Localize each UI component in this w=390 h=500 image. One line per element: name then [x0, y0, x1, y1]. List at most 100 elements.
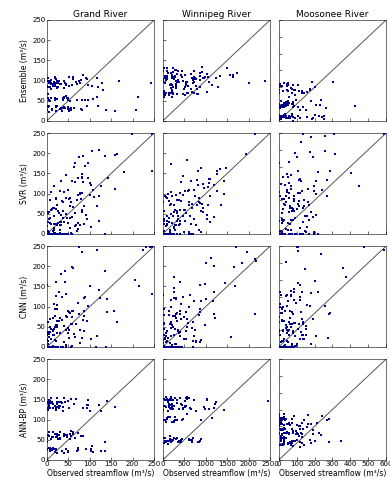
Point: [161, 343, 167, 351]
Point: [308, 114, 315, 122]
Point: [161, 220, 167, 228]
Point: [53, 343, 59, 351]
Point: [69, 203, 76, 211]
Point: [287, 202, 293, 210]
Point: [75, 445, 81, 453]
Point: [180, 172, 186, 179]
Point: [52, 82, 58, 90]
Point: [162, 434, 168, 442]
Point: [67, 224, 73, 232]
Point: [280, 230, 286, 238]
Point: [49, 343, 55, 351]
Point: [163, 418, 169, 426]
Point: [278, 310, 284, 318]
Point: [285, 219, 291, 227]
Point: [77, 222, 83, 230]
Point: [172, 343, 179, 351]
Point: [162, 230, 168, 238]
Point: [71, 330, 78, 338]
Point: [201, 184, 207, 192]
Y-axis label: SVR (m³/s): SVR (m³/s): [20, 163, 29, 204]
Point: [161, 80, 168, 88]
Point: [204, 395, 211, 403]
Point: [277, 415, 283, 423]
Point: [198, 208, 204, 216]
Point: [58, 177, 64, 185]
Point: [188, 230, 194, 238]
Point: [297, 443, 303, 451]
Point: [284, 86, 290, 94]
Point: [85, 82, 92, 90]
Point: [79, 208, 85, 216]
Point: [169, 418, 176, 426]
Point: [78, 194, 84, 202]
Point: [57, 226, 63, 234]
Point: [188, 220, 195, 228]
Point: [177, 206, 183, 214]
Point: [290, 429, 296, 437]
Point: [164, 220, 170, 228]
Point: [198, 436, 204, 444]
Point: [283, 98, 289, 106]
Point: [69, 177, 75, 185]
Point: [66, 82, 72, 90]
Point: [104, 308, 110, 316]
Point: [59, 407, 66, 415]
Point: [278, 442, 284, 450]
Point: [281, 424, 287, 432]
Point: [187, 291, 193, 299]
Point: [285, 82, 292, 90]
Point: [163, 89, 169, 97]
Point: [173, 82, 179, 90]
Point: [53, 195, 59, 203]
Point: [221, 190, 227, 198]
Point: [165, 407, 171, 415]
Point: [94, 202, 100, 210]
Point: [183, 394, 190, 402]
Point: [61, 448, 67, 456]
Point: [51, 224, 57, 232]
Point: [47, 343, 53, 351]
Point: [284, 343, 290, 351]
Point: [196, 226, 202, 234]
Point: [57, 343, 64, 351]
Point: [53, 338, 59, 345]
Point: [281, 216, 287, 224]
Point: [186, 394, 192, 402]
Point: [300, 230, 306, 238]
Point: [285, 79, 291, 87]
Point: [306, 230, 312, 238]
Point: [297, 114, 303, 122]
Point: [293, 96, 299, 104]
Point: [44, 94, 51, 102]
Point: [164, 68, 170, 76]
Point: [199, 68, 205, 76]
Point: [243, 150, 249, 158]
Point: [182, 402, 188, 410]
Point: [191, 78, 198, 86]
Point: [284, 114, 290, 122]
Point: [211, 262, 217, 270]
Point: [169, 343, 176, 351]
Point: [286, 190, 292, 198]
Point: [210, 296, 216, 304]
Point: [54, 320, 60, 328]
Point: [276, 100, 282, 108]
Point: [76, 189, 83, 197]
Point: [285, 327, 291, 335]
Point: [161, 402, 167, 409]
Point: [176, 196, 182, 204]
Point: [87, 179, 93, 187]
Point: [190, 343, 196, 351]
Point: [182, 404, 188, 411]
Point: [170, 402, 177, 409]
Point: [277, 343, 283, 351]
Point: [165, 343, 172, 351]
Point: [168, 436, 175, 444]
Point: [60, 94, 66, 102]
Point: [48, 343, 54, 351]
Point: [283, 292, 289, 300]
Point: [87, 334, 94, 342]
Point: [194, 86, 200, 94]
Point: [278, 226, 284, 234]
